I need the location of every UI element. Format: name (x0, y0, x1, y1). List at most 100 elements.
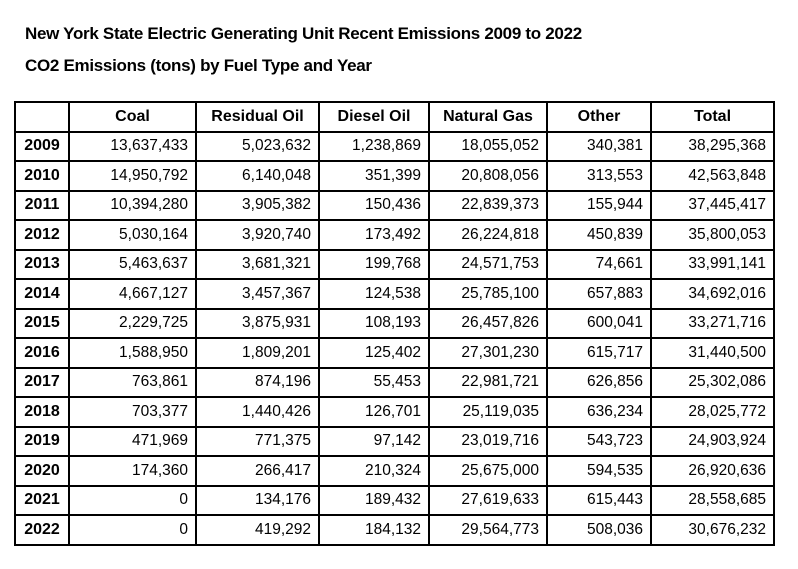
year-cell: 2011 (14, 189, 70, 221)
table-body: 2009 13,637,433 5,023,632 1,238,869 18,055,0… (14, 130, 775, 546)
value-cell: 108,193 (318, 307, 430, 339)
value-cell: 27,619,633 (428, 484, 548, 516)
header-other: Other (546, 101, 652, 133)
year-cell: 2015 (14, 307, 70, 339)
value-cell: 30,676,232 (650, 514, 775, 546)
value-cell: 35,800,053 (650, 219, 775, 251)
value-cell: 25,785,100 (428, 278, 548, 310)
value-cell: 97,142 (318, 425, 430, 457)
value-cell: 22,839,373 (428, 189, 548, 221)
value-cell: 25,302,086 (650, 366, 775, 398)
value-cell: 184,132 (318, 514, 430, 546)
value-cell: 20,808,056 (428, 160, 548, 192)
value-cell: 26,920,636 (650, 455, 775, 487)
value-cell: 657,883 (546, 278, 652, 310)
year-cell: 2017 (14, 366, 70, 398)
value-cell: 6,140,048 (195, 160, 320, 192)
value-cell: 508,036 (546, 514, 652, 546)
year-cell: 2009 (14, 130, 70, 162)
header-natural-gas: Natural Gas (428, 101, 548, 133)
table-row: 2018 703,377 1,440,426 126,701 25,119,035 636… (14, 396, 775, 428)
year-cell: 2010 (14, 160, 70, 192)
value-cell: 74,661 (546, 248, 652, 280)
value-cell: 626,856 (546, 366, 652, 398)
value-cell: 42,563,848 (650, 160, 775, 192)
value-cell: 5,463,637 (68, 248, 197, 280)
value-cell: 3,681,321 (195, 248, 320, 280)
year-cell: 2022 (14, 514, 70, 546)
year-cell: 2012 (14, 219, 70, 251)
table-row: 2017 763,861 874,196 55,453 22,981,721 626,85… (14, 366, 775, 398)
value-cell: 3,905,382 (195, 189, 320, 221)
table-row: 2020 174,360 266,417 210,324 25,675,000 594,5… (14, 455, 775, 487)
value-cell: 763,861 (68, 366, 197, 398)
value-cell: 55,453 (318, 366, 430, 398)
value-cell: 3,457,367 (195, 278, 320, 310)
value-cell: 266,417 (195, 455, 320, 487)
value-cell: 3,920,740 (195, 219, 320, 251)
value-cell: 28,558,685 (650, 484, 775, 516)
table-header: Coal Residual Oil Diesel Oil Natural Gas… (14, 101, 775, 133)
table-row: 2019 471,969 771,375 97,142 23,019,716 543,72… (14, 425, 775, 457)
value-cell: 3,875,931 (195, 307, 320, 339)
table-row: 2022 0 419,292 184,132 29,564,773 508,036 30,6… (14, 514, 775, 546)
value-cell: 126,701 (318, 396, 430, 428)
value-cell: 189,432 (318, 484, 430, 516)
header-diesel-oil: Diesel Oil (318, 101, 430, 133)
table-row: 2015 2,229,725 3,875,931 108,193 26,457,826 6… (14, 307, 775, 339)
value-cell: 771,375 (195, 425, 320, 457)
value-cell: 134,176 (195, 484, 320, 516)
value-cell: 13,637,433 (68, 130, 197, 162)
value-cell: 28,025,772 (650, 396, 775, 428)
value-cell: 199,768 (318, 248, 430, 280)
value-cell: 210,324 (318, 455, 430, 487)
value-cell: 33,991,141 (650, 248, 775, 280)
value-cell: 174,360 (68, 455, 197, 487)
value-cell: 25,675,000 (428, 455, 548, 487)
table-row: 2021 0 134,176 189,432 27,619,633 615,443 28,5… (14, 484, 775, 516)
table-row: 2011 10,394,280 3,905,382 150,436 22,839,373… (14, 189, 775, 221)
value-cell: 471,969 (68, 425, 197, 457)
year-cell: 2019 (14, 425, 70, 457)
value-cell: 600,041 (546, 307, 652, 339)
value-cell: 26,224,818 (428, 219, 548, 251)
header-row: Coal Residual Oil Diesel Oil Natural Gas… (14, 101, 775, 133)
value-cell: 25,119,035 (428, 396, 548, 428)
value-cell: 34,692,016 (650, 278, 775, 310)
value-cell: 10,394,280 (68, 189, 197, 221)
value-cell: 29,564,773 (428, 514, 548, 546)
value-cell: 5,023,632 (195, 130, 320, 162)
value-cell: 636,234 (546, 396, 652, 428)
value-cell: 5,030,164 (68, 219, 197, 251)
page-subtitle: CO2 Emissions (tons) by Fuel Type and Ye… (25, 56, 372, 75)
title-block: New York State Electric Generating Unit … (0, 0, 798, 82)
value-cell: 2,229,725 (68, 307, 197, 339)
table-row: 2016 1,588,950 1,809,201 125,402 27,301,230 6… (14, 337, 775, 369)
value-cell: 703,377 (68, 396, 197, 428)
year-cell: 2020 (14, 455, 70, 487)
value-cell: 450,839 (546, 219, 652, 251)
header-residual-oil: Residual Oil (195, 101, 320, 133)
header-coal: Coal (68, 101, 197, 133)
table-row: 2010 14,950,792 6,140,048 351,399 20,808,056… (14, 160, 775, 192)
value-cell: 14,950,792 (68, 160, 197, 192)
value-cell: 173,492 (318, 219, 430, 251)
header-year (14, 101, 70, 133)
value-cell: 4,667,127 (68, 278, 197, 310)
value-cell: 313,553 (546, 160, 652, 192)
value-cell: 1,238,869 (318, 130, 430, 162)
emissions-table: Coal Residual Oil Diesel Oil Natural Gas… (14, 101, 775, 546)
table-row: 2014 4,667,127 3,457,367 124,538 25,785,100 6… (14, 278, 775, 310)
value-cell: 22,981,721 (428, 366, 548, 398)
value-cell: 27,301,230 (428, 337, 548, 369)
year-cell: 2014 (14, 278, 70, 310)
year-cell: 2021 (14, 484, 70, 516)
value-cell: 1,809,201 (195, 337, 320, 369)
value-cell: 23,019,716 (428, 425, 548, 457)
value-cell: 340,381 (546, 130, 652, 162)
value-cell: 615,443 (546, 484, 652, 516)
value-cell: 594,535 (546, 455, 652, 487)
value-cell: 615,717 (546, 337, 652, 369)
table-row: 2009 13,637,433 5,023,632 1,238,869 18,055,0… (14, 130, 775, 162)
